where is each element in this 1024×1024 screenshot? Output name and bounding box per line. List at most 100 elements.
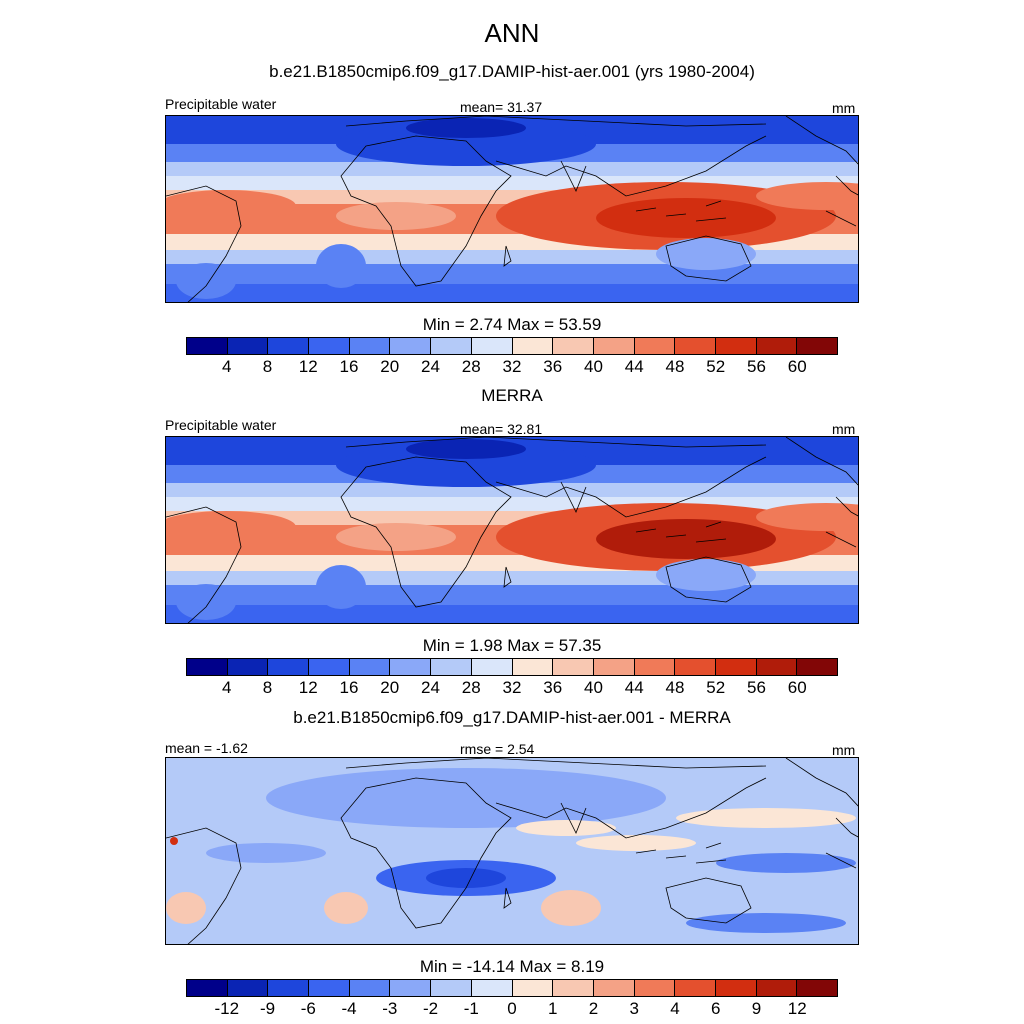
colorbar-tick-label: 20 — [380, 357, 400, 376]
panel1-colorbar — [186, 337, 838, 355]
colorbar-swatch — [471, 338, 513, 354]
colorbar-swatch — [227, 338, 269, 354]
coastline — [665, 877, 752, 924]
colorbar-swatch — [675, 338, 716, 354]
field-band — [166, 483, 858, 497]
coastline — [340, 135, 512, 287]
coastline — [785, 758, 858, 869]
coastline — [665, 556, 752, 603]
colorbar-swatch — [593, 659, 635, 675]
panel2-map — [165, 436, 859, 624]
colorbar-tick-label: 56 — [747, 678, 766, 697]
colorbar-swatch — [675, 659, 716, 675]
colorbar-swatch — [349, 659, 391, 675]
colorbar-tick-label: 40 — [584, 357, 603, 376]
field-band — [166, 585, 858, 605]
colorbar-tick-label: -12 — [214, 999, 240, 1018]
panel3-minmax: Min = -14.14 Max = 8.19 — [419, 957, 605, 976]
colorbar-tick-label: 8 — [262, 678, 273, 697]
colorbar-tick-label: 60 — [787, 357, 807, 376]
warm-pool-core — [596, 198, 776, 238]
colorbar-tick-label: 16 — [339, 357, 359, 376]
colorbar-tick-label: 6 — [711, 999, 721, 1018]
africa-moist — [336, 202, 456, 230]
diff-negative — [686, 913, 846, 933]
diff-negative-core — [426, 868, 506, 888]
colorbar-swatch — [756, 980, 798, 996]
colorbar-tick-label: 3 — [629, 999, 639, 1018]
coastline — [166, 185, 242, 302]
coastline — [503, 887, 512, 909]
coastline — [345, 116, 767, 197]
colorbar-swatch — [349, 980, 391, 996]
coastline — [340, 777, 512, 929]
panel1-map — [165, 115, 859, 303]
panel3-units-label: mm — [832, 742, 856, 758]
colorbar-tick-label: -9 — [259, 999, 276, 1018]
east-pacific-itcz — [756, 503, 858, 531]
colorbar-swatch — [187, 659, 228, 675]
panel2-colorbar — [186, 658, 838, 676]
colorbar-tick-label: 2 — [588, 999, 599, 1018]
panel1-minmax: Min = 2.74 Max = 53.59 — [422, 315, 602, 334]
south-africa-dry — [316, 565, 366, 609]
colorbar-swatch — [227, 659, 269, 675]
east-pacific-itcz — [756, 182, 858, 210]
south-america-moist — [166, 511, 296, 543]
colorbar-swatch — [797, 659, 837, 675]
colorbar-swatch — [390, 659, 432, 675]
panel1-colorbar-ticks: 4 8 12 16 20 24 28 32 36 40 44 48 52 56 60 — [186, 357, 838, 379]
colorbar-swatch — [634, 659, 676, 675]
colorbar-swatch — [512, 980, 554, 996]
panel1-variable-label: Precipitable water — [165, 96, 277, 112]
colorbar-tick-label: 32 — [502, 357, 522, 376]
colorbar-swatch — [553, 980, 594, 996]
coastline — [665, 235, 752, 282]
colorbar-tick-label: 4 — [222, 678, 232, 697]
diff-extreme — [170, 837, 178, 845]
diff-positive — [676, 808, 856, 828]
colorbar-tick-label: -4 — [341, 999, 357, 1018]
sahara-dry — [336, 443, 596, 487]
colorbar-swatch — [187, 980, 228, 996]
south-america-dry — [176, 584, 236, 620]
panel1-units-label: mm — [832, 100, 856, 116]
coastline — [340, 456, 512, 608]
panel3-colorbar — [186, 979, 838, 997]
field-band — [166, 264, 858, 284]
coastline — [166, 506, 242, 623]
colorbar-swatch — [268, 338, 310, 354]
colorbar-tick-label: 44 — [624, 678, 644, 697]
colorbar-swatch — [634, 338, 676, 354]
colorbar-swatch — [268, 980, 310, 996]
colorbar-tick-label: 12 — [787, 999, 807, 1018]
colorbar-swatch — [715, 338, 757, 354]
colorbar-tick-label: 20 — [380, 678, 400, 697]
panel3-map — [165, 757, 859, 945]
colorbar-tick-label: 4 — [670, 999, 680, 1018]
colorbar-tick-label: 48 — [665, 678, 685, 697]
australia-dry — [656, 559, 756, 591]
colorbar-swatch — [593, 980, 635, 996]
warm-pool-core — [596, 519, 776, 559]
south-america-positive — [166, 892, 206, 924]
coastline — [560, 802, 587, 834]
coastline — [503, 566, 512, 588]
south-africa-positive — [324, 892, 368, 924]
colorbar-swatch — [431, 980, 472, 996]
colorbar-swatch — [634, 980, 676, 996]
colorbar-swatch — [309, 338, 350, 354]
colorbar-tick-label: -3 — [382, 999, 398, 1018]
colorbar-swatch — [309, 980, 350, 996]
south-america-dry — [176, 263, 236, 299]
colorbar-swatch — [553, 659, 594, 675]
colorbar-tick-label: 12 — [298, 678, 318, 697]
colorbar-swatch — [512, 338, 554, 354]
coastline — [560, 481, 587, 513]
colorbar-swatch — [309, 659, 350, 675]
colorbar-tick-label: 32 — [502, 678, 522, 697]
colorbar-swatch — [756, 659, 798, 675]
colorbar-tick-label: 48 — [665, 357, 685, 376]
colorbar-swatch — [756, 338, 798, 354]
south-africa-dry — [316, 244, 366, 288]
